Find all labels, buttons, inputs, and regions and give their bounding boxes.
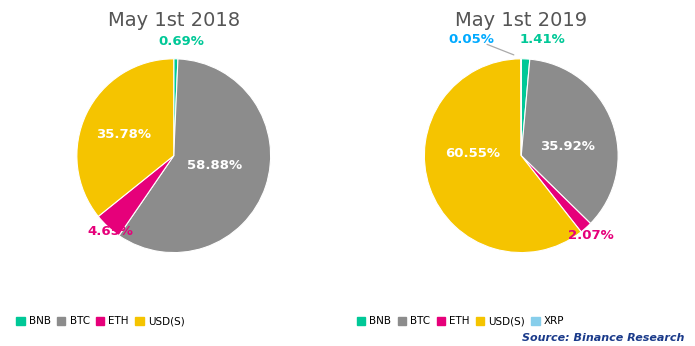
Wedge shape bbox=[521, 59, 618, 224]
Text: 4.65%: 4.65% bbox=[88, 225, 133, 238]
Wedge shape bbox=[521, 59, 530, 156]
Wedge shape bbox=[98, 156, 174, 236]
Legend: BNB, BTC, ETH, USD(S): BNB, BTC, ETH, USD(S) bbox=[12, 312, 188, 330]
Text: 35.78%: 35.78% bbox=[96, 128, 151, 141]
Wedge shape bbox=[174, 59, 178, 156]
Text: 1.41%: 1.41% bbox=[520, 33, 566, 46]
Text: Source: Binance Research: Source: Binance Research bbox=[522, 333, 685, 343]
Wedge shape bbox=[425, 59, 581, 253]
Text: 0.69%: 0.69% bbox=[158, 35, 204, 48]
Legend: BNB, BTC, ETH, USD(S), XRP: BNB, BTC, ETH, USD(S), XRP bbox=[352, 312, 569, 330]
Title: May 1st 2019: May 1st 2019 bbox=[455, 11, 587, 30]
Title: May 1st 2018: May 1st 2018 bbox=[108, 11, 240, 30]
Wedge shape bbox=[77, 59, 174, 216]
Text: 60.55%: 60.55% bbox=[445, 147, 500, 160]
Text: 35.92%: 35.92% bbox=[540, 139, 595, 153]
Wedge shape bbox=[521, 156, 591, 232]
Text: 58.88%: 58.88% bbox=[187, 159, 242, 172]
Text: 0.05%: 0.05% bbox=[448, 33, 494, 46]
Wedge shape bbox=[119, 59, 270, 253]
Text: 2.07%: 2.07% bbox=[568, 229, 614, 242]
